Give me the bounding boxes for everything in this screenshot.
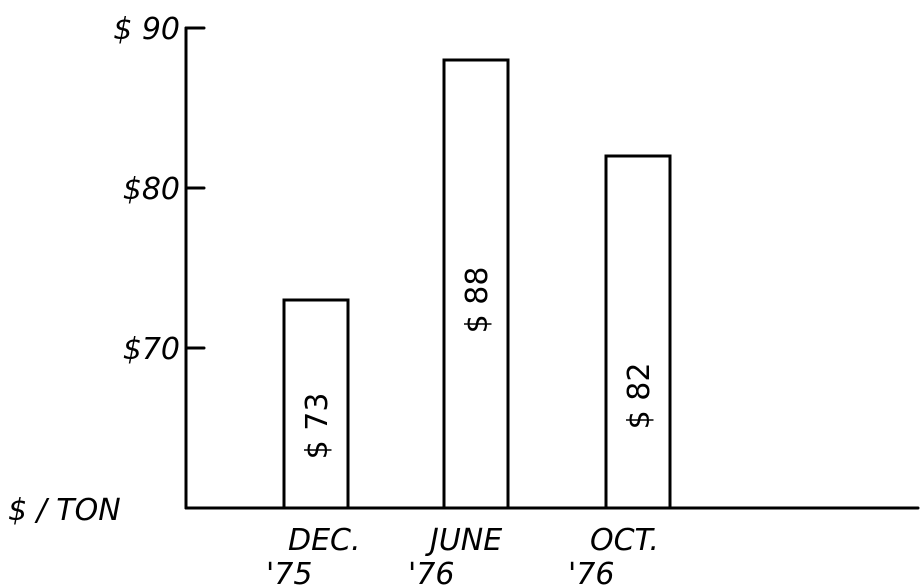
bar-2 [442,58,510,510]
y-ticks: $70 $80 $ 90 [113,12,206,367]
bar-data-label: $ 82 [622,363,657,430]
bar-3 [604,154,672,510]
bar-data-label: $ 73 [300,393,335,460]
bars: $ 73 $ 88 $ 82 [282,58,672,510]
y-tick-label: $ 90 [113,12,180,47]
x-category-label: OCT. '76 [568,523,659,586]
x-category-label: DEC. '75 [266,523,361,586]
x-category-label: JUNE '76 [408,523,502,586]
bar-1 [282,298,350,510]
y-tick-label: $70 [123,332,180,367]
y-axis-label: $ / TON [8,493,121,528]
category-labels: DEC. '75 JUNE '76 OCT. '76 [266,523,659,586]
bar-data-label: $ 88 [460,267,495,334]
y-tick-label: $80 [123,172,180,207]
